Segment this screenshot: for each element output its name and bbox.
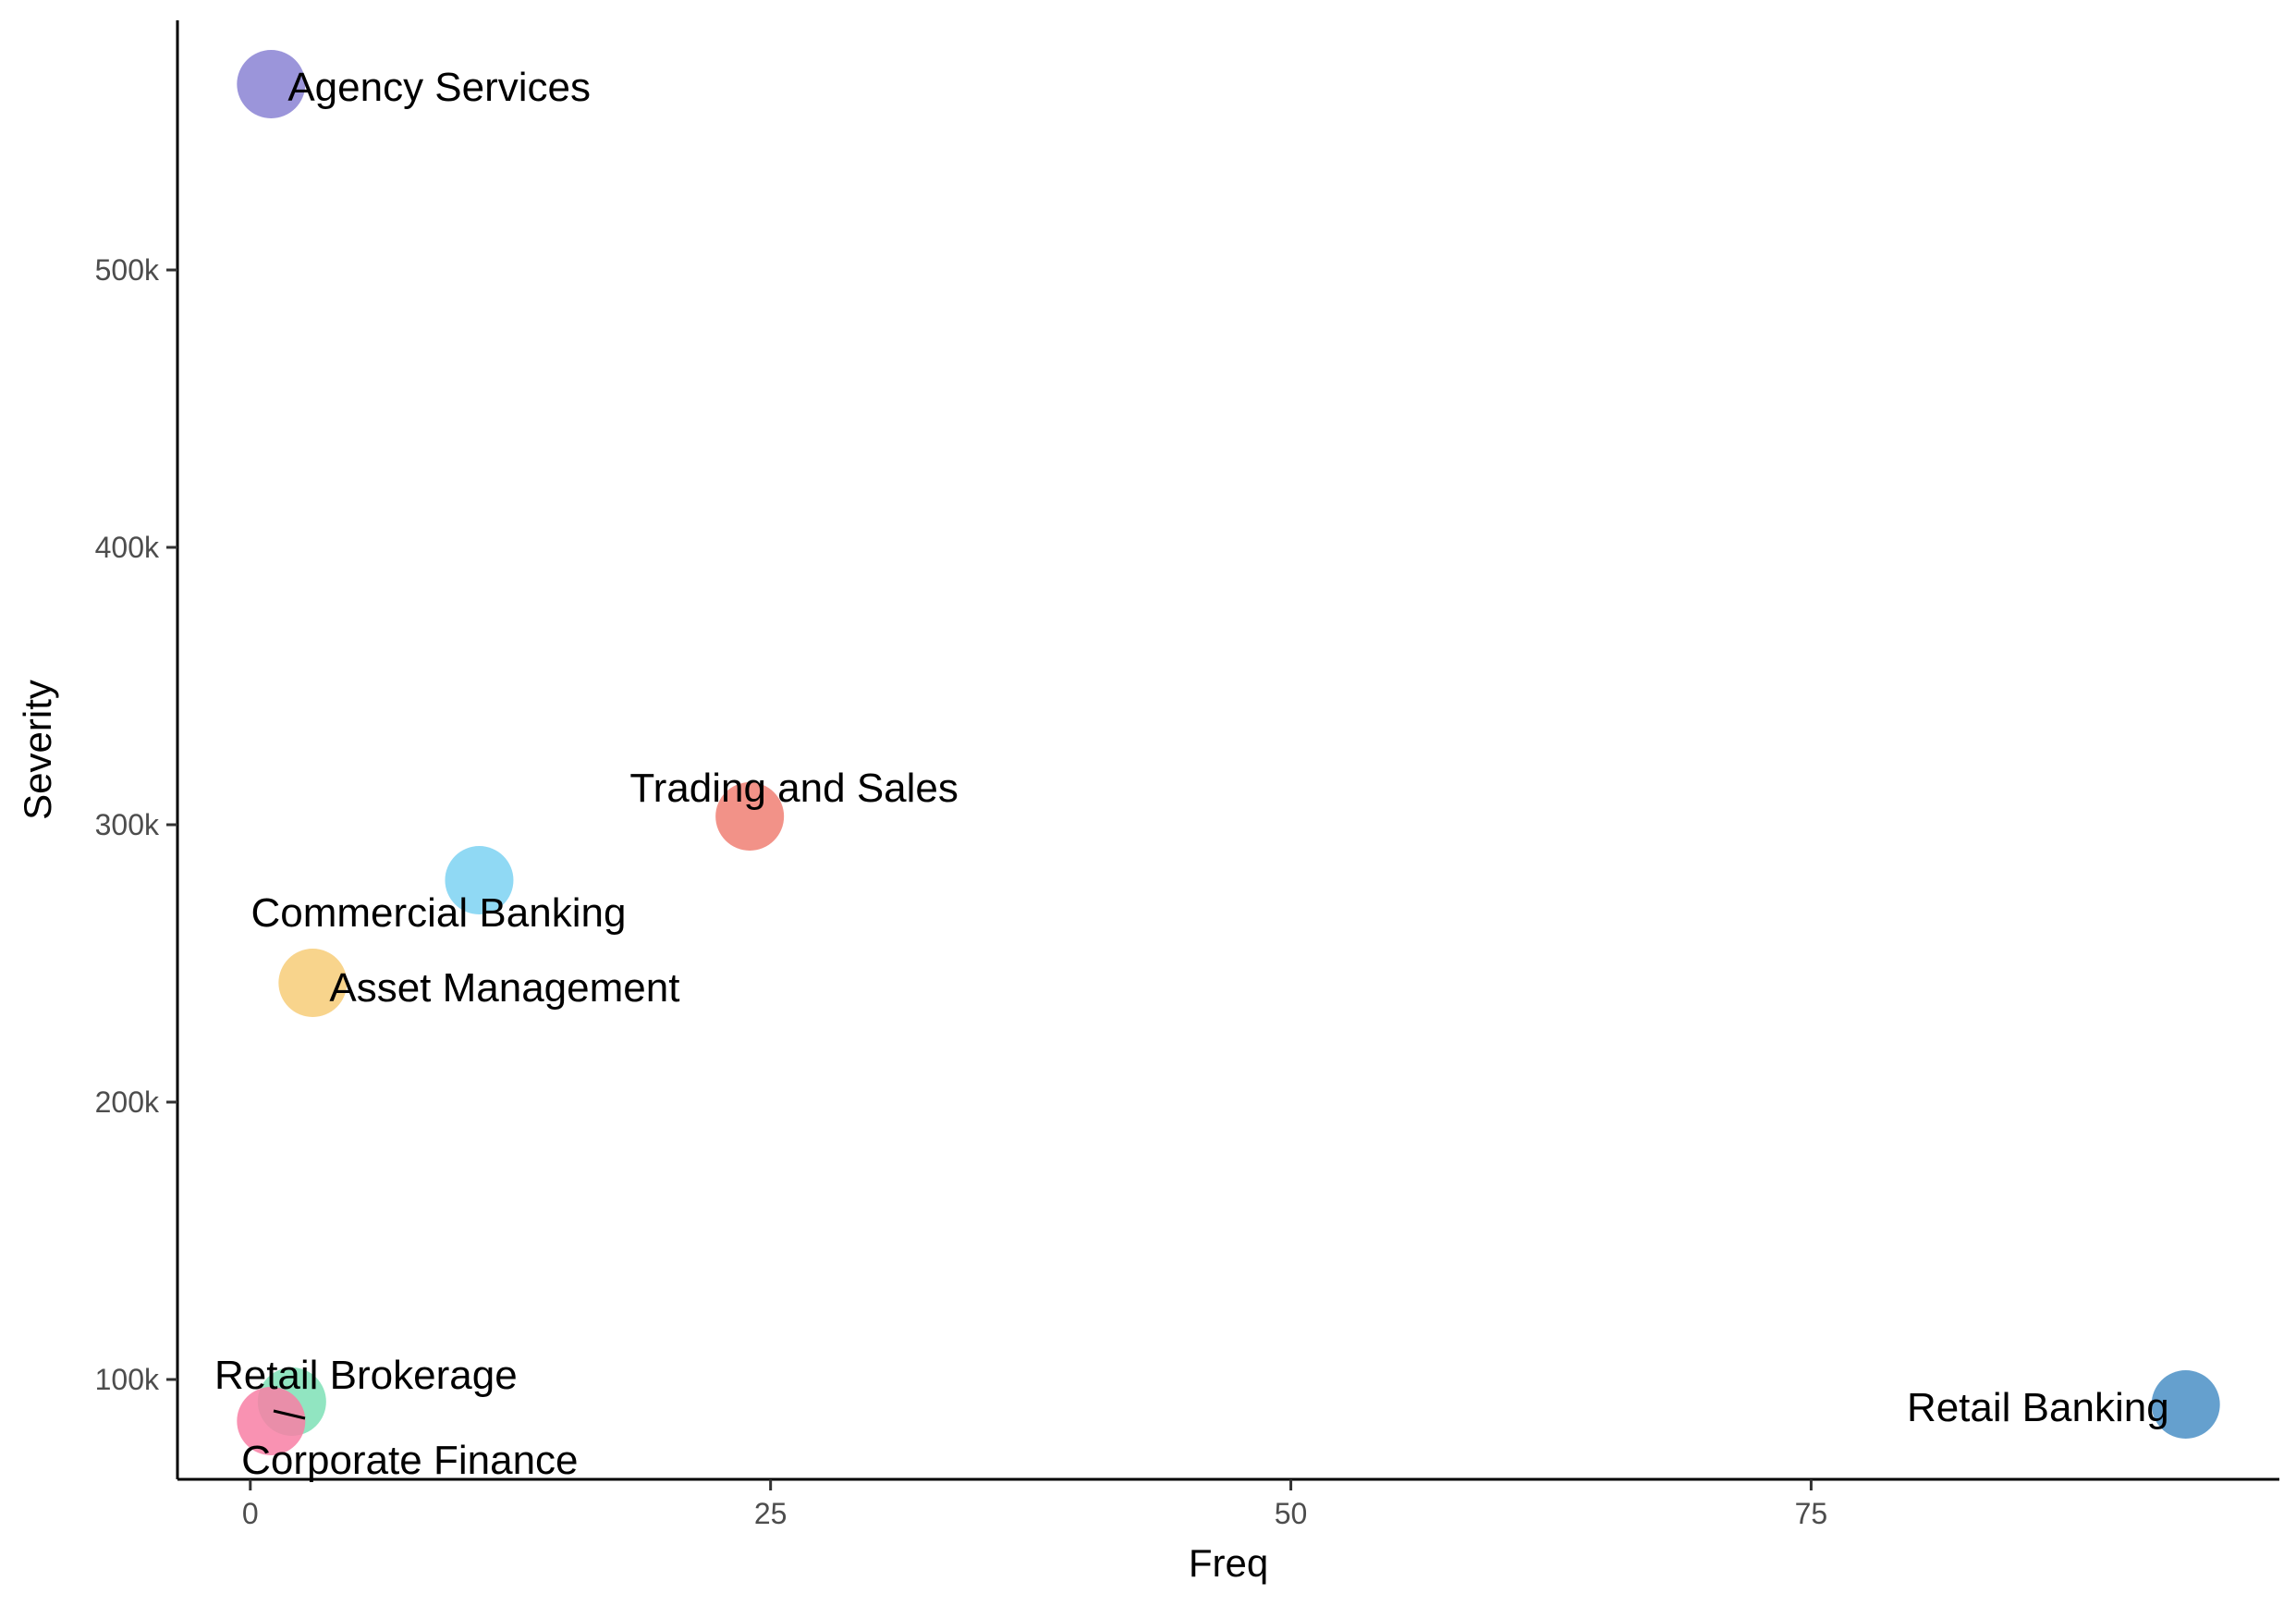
data-point — [237, 1387, 306, 1455]
y-tick-label: 300k — [95, 808, 160, 841]
label-leader-line — [273, 1409, 306, 1420]
y-axis-title: Severity — [16, 680, 59, 820]
y-tick-label: 200k — [95, 1085, 160, 1119]
y-tick-label: 100k — [95, 1363, 160, 1396]
y-tick-label: 400k — [95, 531, 160, 564]
data-point — [278, 949, 348, 1017]
point-label: Retail Banking — [1907, 1385, 2169, 1430]
data-point — [237, 50, 306, 118]
y-tick-label: 500k — [95, 253, 160, 287]
point-label: Retail Brokerage — [214, 1353, 518, 1398]
data-point — [2151, 1370, 2220, 1439]
data-point — [715, 782, 785, 851]
ticks-layer: 0 25 50 75 100k 200k 300k 400k 500k — [95, 253, 1828, 1530]
x-axis-title: Freq — [1189, 1541, 1268, 1585]
x-tick-label: 0 — [242, 1497, 259, 1530]
point-label: Asset Management — [329, 965, 679, 1011]
point-label: Corporate Finance — [241, 1438, 578, 1483]
labels-layer: Agency Services Trading and Sales Commerci… — [214, 65, 2169, 1483]
point-label: Commercial Banking — [250, 890, 626, 936]
x-tick-label: 75 — [1795, 1497, 1828, 1530]
points-layer — [237, 50, 2220, 1455]
x-tick-label: 25 — [754, 1497, 788, 1530]
x-tick-label: 50 — [1275, 1497, 1308, 1530]
data-point — [445, 846, 514, 914]
point-label: Trading and Sales — [629, 766, 958, 811]
point-label: Agency Services — [287, 65, 591, 110]
axes-layer — [176, 20, 2279, 1481]
